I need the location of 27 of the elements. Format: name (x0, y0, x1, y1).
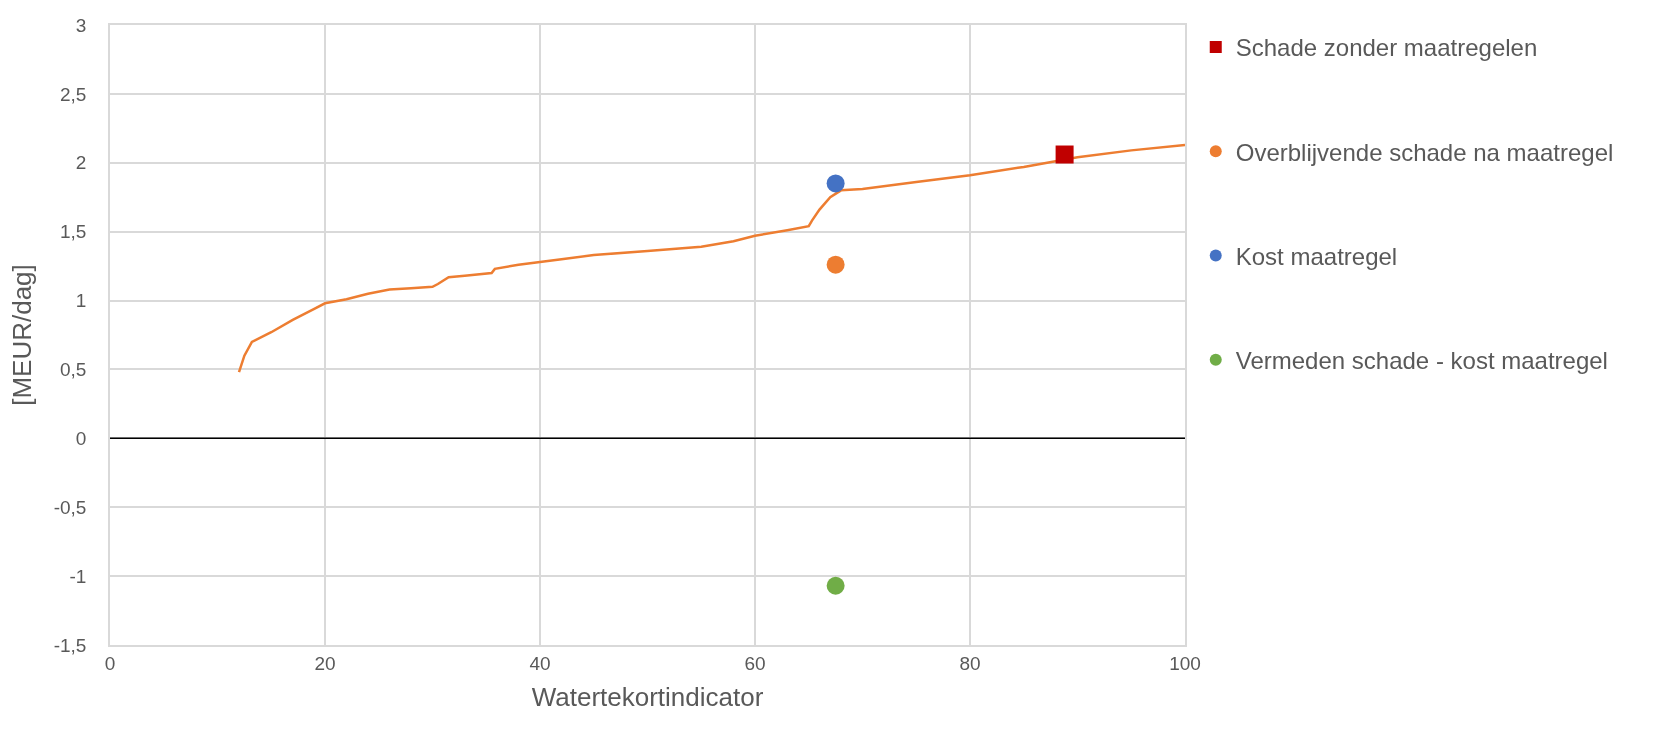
y-tick-label: -0,5 (53, 496, 87, 518)
y-axis-title: [MEUR/dag] (6, 264, 37, 406)
y-tick-label: 3 (75, 14, 87, 36)
legend-label: Schade zonder maatregelen (1235, 34, 1538, 62)
y-tick-label: 0,5 (60, 359, 87, 381)
point (826, 576, 845, 595)
legend-label: Overblijvende schade na maatregel (1235, 138, 1614, 166)
point (826, 255, 845, 274)
x-tick-label: 20 (314, 652, 336, 674)
x-tick-label: 100 (1169, 652, 1201, 674)
y-tick-label: -1 (69, 565, 87, 587)
y-tick-label: 1,5 (60, 221, 87, 243)
y-tick-label: -1,5 (53, 634, 87, 656)
x-axis-title: Watertekortindicator (531, 681, 764, 712)
x-tick-label: 40 (529, 652, 551, 674)
legend-label: Vermeden schade - kost maatregel (1235, 347, 1608, 375)
x-tick-label: 60 (744, 652, 766, 674)
point (826, 174, 845, 193)
y-tick-label: 2 (75, 152, 87, 174)
x-tick-label: 80 (959, 652, 981, 674)
y-tick-label: 1 (75, 290, 87, 312)
x-tick-label: 0 (104, 652, 116, 674)
y-tick-label: 2,5 (60, 83, 87, 105)
point (1055, 145, 1074, 164)
y-tick-label: 0 (75, 427, 87, 449)
line-series (237, 143, 1185, 374)
legend-label: Kost maatregel (1235, 242, 1398, 270)
